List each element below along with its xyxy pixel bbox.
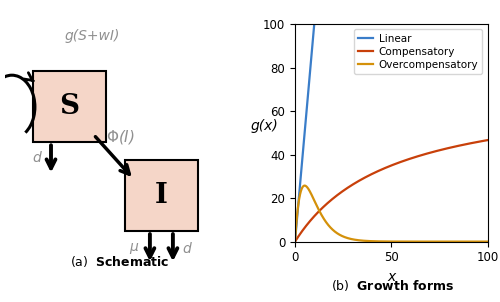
Text: d: d (182, 242, 191, 256)
Text: $\Phi$(I): $\Phi$(I) (106, 128, 134, 146)
X-axis label: x: x (387, 270, 396, 284)
Compensatory (292, 240, 298, 243)
Compensatory (314, 211, 320, 215)
Line: Compensatory: Compensatory (295, 140, 488, 242)
Overcompensatory (302, 184, 308, 188)
Overcompensatory (481, 240, 487, 243)
Text: $\mu$: $\mu$ (128, 242, 139, 256)
Overcompensatory (314, 204, 320, 208)
Overcompensatory (484, 240, 490, 243)
Compensatory (374, 170, 380, 173)
Y-axis label: g(x): g(x) (250, 119, 278, 133)
Linear (292, 240, 298, 243)
Compensatory (480, 139, 486, 143)
Line: Linear: Linear (295, 0, 488, 242)
Text: g(S+wI): g(S+wI) (64, 30, 120, 43)
Overcompensatory (366, 239, 372, 243)
Overcompensatory (374, 239, 380, 243)
Text: (a)  $\mathbf{Schematic}$: (a) $\mathbf{Schematic}$ (70, 254, 170, 269)
Compensatory (366, 174, 372, 177)
Text: (b)  $\mathbf{Growth\ forms}$: (b) $\mathbf{Growth\ forms}$ (331, 278, 454, 293)
Compensatory (326, 201, 332, 204)
Compensatory (484, 138, 490, 142)
Overcompensatory (292, 240, 298, 243)
FancyBboxPatch shape (124, 160, 198, 231)
Text: S: S (60, 93, 80, 120)
Overcompensatory (460, 240, 466, 243)
Line: Overcompensatory: Overcompensatory (295, 186, 488, 242)
Overcompensatory (326, 223, 332, 227)
Text: d: d (33, 151, 42, 165)
Compensatory (460, 143, 466, 147)
Text: I: I (155, 182, 168, 209)
FancyBboxPatch shape (32, 71, 106, 143)
Legend: Linear, Compensatory, Overcompensatory: Linear, Compensatory, Overcompensatory (354, 29, 482, 74)
